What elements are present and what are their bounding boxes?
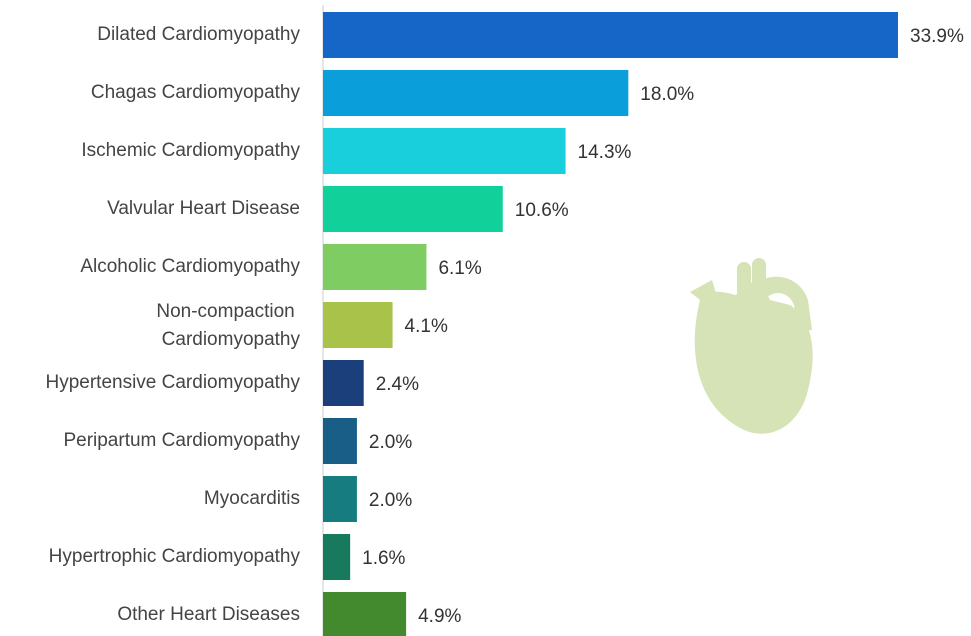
bar [323,12,898,58]
category-label: Hypertrophic Cardiomyopathy [49,546,301,567]
bar [323,592,407,636]
value-label: 4.9% [418,606,461,627]
bar [323,360,364,406]
bar [323,186,503,232]
value-label: 1.6% [362,548,405,569]
category-label: Chagas Cardiomyopathy [91,82,301,103]
bar [323,534,351,580]
category-label: Peripartum Cardiomyopathy [63,430,300,451]
value-label: 4.1% [405,316,448,337]
category-label: Alcoholic Cardiomyopathy [80,256,300,277]
bar [323,418,357,464]
value-label: 18.0% [640,84,694,105]
heart-icon [690,258,813,434]
value-label: 2.4% [376,374,419,395]
value-label: 2.0% [369,490,412,511]
bar [323,244,427,290]
bar [323,476,357,522]
bar [323,302,393,348]
bar [323,70,629,116]
category-label: Ischemic Cardiomyopathy [81,140,300,161]
category-label: Myocarditis [204,488,300,509]
category-label: Valvular Heart Disease [107,198,300,219]
value-label: 14.3% [578,142,632,163]
category-label: Hypertensive Cardiomyopathy [45,372,300,393]
value-label: 2.0% [369,432,412,453]
category-label: Dilated Cardiomyopathy [97,24,300,45]
category-label: Non-compaction Cardiomyopathy [156,301,300,350]
value-label: 10.6% [515,200,569,221]
value-label: 33.9% [910,26,964,47]
bar [323,128,566,174]
value-label: 6.1% [438,258,481,279]
category-label: Other Heart Diseases [117,604,300,625]
